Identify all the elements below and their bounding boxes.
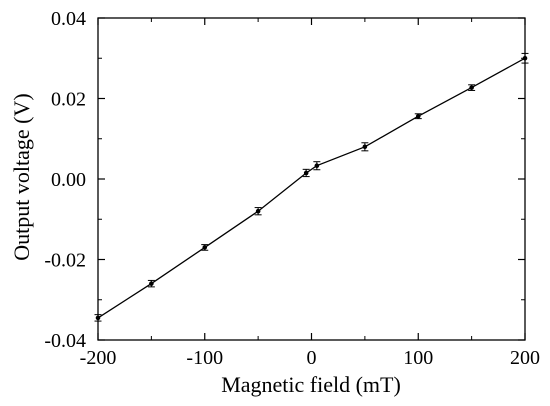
data-point bbox=[314, 163, 320, 169]
tick-labels: -200 -100 0 100 200 -0.04 -0.02 0.00 0.02 0.04 bbox=[44, 8, 540, 369]
plot-frame bbox=[97, 17, 526, 341]
x-tick-label: 0 bbox=[307, 347, 317, 369]
series-line bbox=[97, 57, 526, 319]
data-point bbox=[415, 113, 421, 119]
y-tick-label: 0.00 bbox=[51, 169, 86, 191]
data-point bbox=[202, 245, 208, 250]
y-tick-label: 0.04 bbox=[51, 8, 86, 30]
y-tick-label: 0.02 bbox=[51, 89, 86, 111]
x-tick-label: -200 bbox=[80, 347, 117, 369]
data-point bbox=[469, 85, 474, 90]
data-series bbox=[94, 52, 529, 322]
x-tick-label: 100 bbox=[403, 347, 433, 369]
data-point bbox=[303, 170, 309, 176]
x-axis-title: Magnetic field (mT) bbox=[221, 372, 401, 397]
axis-ticks bbox=[97, 17, 526, 341]
x-tick-label: 200 bbox=[510, 347, 540, 369]
data-point bbox=[95, 315, 101, 321]
y-tick-label: -0.02 bbox=[44, 250, 86, 272]
y-tick-label: -0.04 bbox=[44, 330, 86, 352]
y-axis-title: Output voltage (V) bbox=[9, 93, 34, 260]
x-tick-label: -100 bbox=[186, 347, 223, 369]
data-point bbox=[149, 281, 154, 286]
data-point bbox=[522, 55, 528, 61]
data-point bbox=[362, 144, 368, 150]
plot-area-border bbox=[97, 17, 526, 341]
data-point bbox=[255, 208, 261, 214]
